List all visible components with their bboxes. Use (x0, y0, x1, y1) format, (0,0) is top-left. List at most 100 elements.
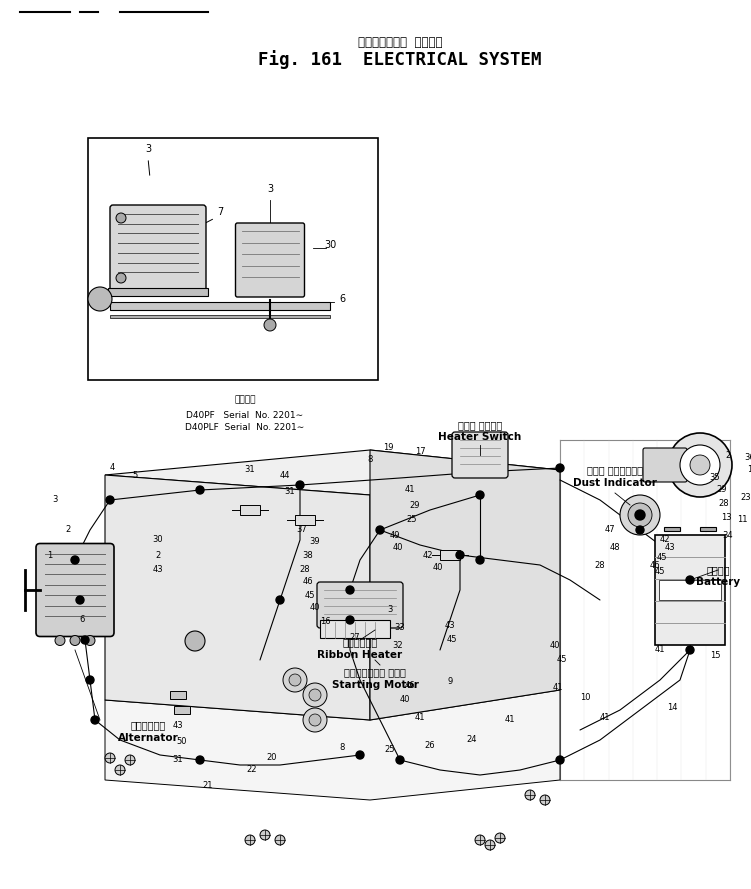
Text: 47: 47 (605, 525, 615, 534)
Text: 1: 1 (47, 550, 53, 559)
Text: 40: 40 (433, 564, 443, 573)
Text: 41: 41 (405, 485, 415, 494)
Text: 31: 31 (173, 756, 183, 765)
Circle shape (196, 756, 204, 764)
Text: 11: 11 (737, 516, 747, 525)
Text: 16: 16 (320, 618, 330, 627)
Circle shape (264, 319, 276, 331)
FancyBboxPatch shape (236, 223, 304, 297)
Bar (320, 620, 390, 638)
Circle shape (686, 646, 694, 654)
FancyBboxPatch shape (317, 582, 403, 628)
Text: Heater Switch: Heater Switch (439, 432, 522, 442)
Circle shape (396, 756, 404, 764)
Text: 45: 45 (657, 554, 667, 563)
Bar (110, 315, 330, 318)
Circle shape (356, 751, 364, 759)
Bar (110, 302, 330, 310)
Text: 21: 21 (203, 781, 213, 789)
Bar (664, 527, 680, 531)
Text: D40PLF  Serial  No. 2201∼: D40PLF Serial No. 2201∼ (185, 423, 305, 433)
Bar (108, 288, 208, 296)
Text: 45: 45 (447, 636, 457, 645)
Bar (659, 580, 721, 600)
Text: リボンヒータ: リボンヒータ (342, 637, 378, 647)
Circle shape (196, 486, 204, 494)
Circle shape (91, 716, 99, 724)
Circle shape (303, 708, 327, 732)
Circle shape (635, 510, 645, 520)
Circle shape (88, 287, 112, 311)
Text: 38: 38 (303, 551, 313, 560)
Circle shape (55, 636, 65, 645)
Circle shape (690, 455, 710, 475)
Polygon shape (105, 475, 370, 720)
Text: 46: 46 (650, 560, 660, 570)
Text: 45: 45 (655, 567, 665, 576)
Text: Starting Motor: Starting Motor (331, 680, 418, 690)
Text: 37: 37 (297, 525, 307, 534)
Text: 40: 40 (550, 640, 560, 650)
Circle shape (116, 273, 126, 283)
Circle shape (309, 689, 321, 701)
Text: 9: 9 (448, 677, 453, 686)
Circle shape (540, 795, 550, 805)
Text: 30: 30 (152, 535, 163, 544)
Bar (655, 535, 725, 645)
Text: 27: 27 (350, 634, 360, 643)
Text: 30: 30 (324, 240, 336, 250)
Text: 23: 23 (740, 493, 751, 502)
Text: 6: 6 (80, 615, 85, 624)
Circle shape (70, 636, 80, 645)
Text: 19: 19 (383, 444, 394, 453)
Text: 45: 45 (556, 655, 567, 664)
Text: Ribbon Heater: Ribbon Heater (318, 650, 403, 660)
Text: 28: 28 (719, 500, 729, 509)
Text: 49: 49 (390, 531, 400, 540)
Text: 7: 7 (217, 207, 223, 217)
Text: 14: 14 (667, 703, 677, 712)
Text: 8: 8 (367, 455, 372, 464)
Text: 41: 41 (600, 714, 611, 723)
Bar (170, 691, 186, 699)
Circle shape (556, 464, 564, 472)
Text: 24: 24 (467, 735, 477, 744)
Circle shape (525, 790, 535, 800)
Text: 3: 3 (53, 495, 58, 504)
Text: 42: 42 (659, 535, 670, 544)
Circle shape (71, 556, 79, 564)
Text: 41: 41 (505, 716, 515, 725)
Text: スターティング モータ: スターティング モータ (344, 667, 406, 677)
Text: 35: 35 (710, 474, 720, 483)
FancyBboxPatch shape (36, 543, 114, 637)
Polygon shape (105, 450, 560, 495)
Bar (295, 515, 315, 525)
Text: 25: 25 (407, 516, 418, 525)
Text: 13: 13 (721, 514, 731, 523)
Circle shape (106, 496, 114, 504)
Text: 34: 34 (722, 531, 733, 540)
Circle shape (245, 835, 255, 845)
Circle shape (185, 631, 205, 651)
Circle shape (289, 674, 301, 686)
Circle shape (476, 491, 484, 499)
Text: 45: 45 (305, 590, 315, 599)
Circle shape (303, 683, 327, 707)
Text: 33: 33 (394, 623, 406, 632)
Text: 50: 50 (176, 738, 187, 747)
Text: Alternator: Alternator (118, 733, 179, 743)
Text: 40: 40 (309, 604, 320, 613)
Bar (440, 550, 460, 560)
Circle shape (680, 445, 720, 485)
Text: 2: 2 (65, 525, 71, 534)
Text: 36: 36 (745, 453, 751, 462)
Text: 41: 41 (553, 684, 563, 693)
Text: 適用号機: 適用号機 (234, 396, 256, 404)
Circle shape (628, 503, 652, 527)
Circle shape (376, 526, 384, 534)
Bar (88, 138, 378, 380)
Text: Battery: Battery (696, 577, 740, 587)
Text: 6: 6 (339, 294, 345, 304)
Circle shape (476, 556, 484, 564)
Circle shape (636, 526, 644, 534)
